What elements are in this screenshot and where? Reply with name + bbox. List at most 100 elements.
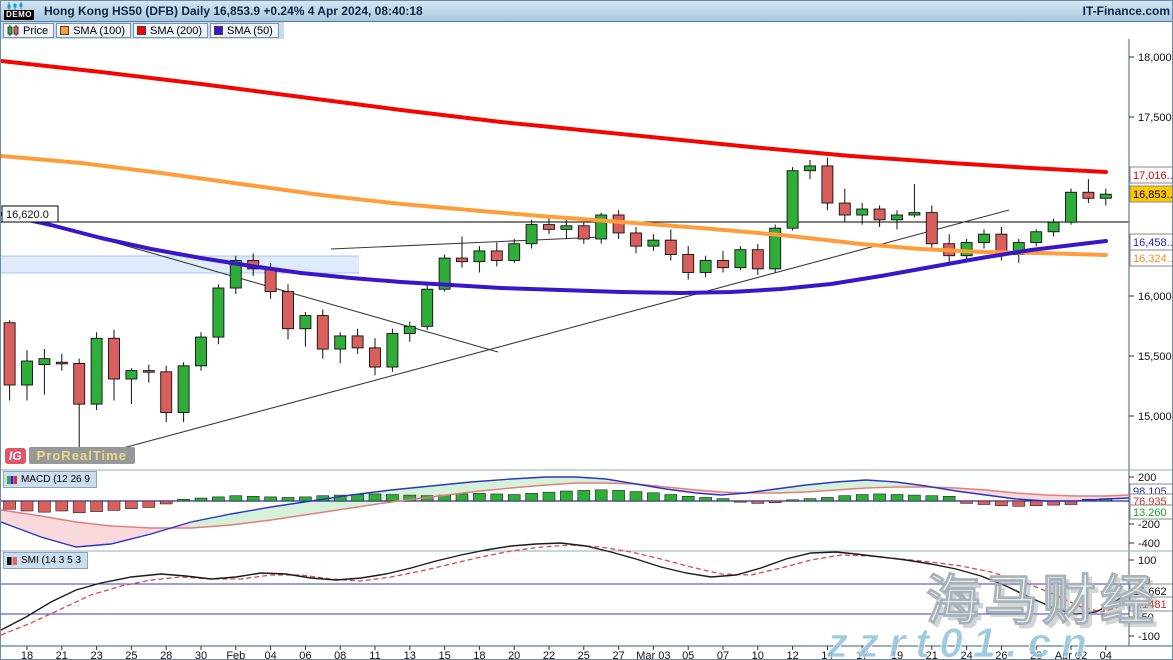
smi-line: [1, 542, 1130, 631]
candle: [891, 214, 903, 221]
candle: [177, 365, 190, 413]
candle: [386, 333, 399, 368]
sma-50-line[interactable]: [1, 212, 1108, 295]
candle: [734, 249, 747, 269]
macd-histogram-bar: [351, 494, 364, 502]
macd-histogram-bar: [299, 496, 312, 502]
trendline[interactable]: [330, 236, 603, 250]
candle: [821, 165, 834, 204]
price-tag-box: [1129, 185, 1172, 203]
date-axis-tick-label: 24: [960, 650, 972, 660]
date-axis-tick-label: 20: [508, 650, 520, 660]
macd-histogram-bar: [855, 494, 869, 502]
legend-sma100-label: SMA (100): [73, 24, 126, 37]
price-tag-text: 16,458..: [1133, 237, 1173, 249]
candle: [647, 239, 660, 247]
macd-axis-tick-label: -400: [1138, 538, 1160, 550]
candle: [543, 224, 555, 230]
macd-histogram-bar: [786, 499, 799, 502]
candle: [438, 257, 451, 290]
smi-pane-label[interactable]: SMI (14 3 5 3: [3, 552, 89, 569]
price-axis-tick-label: 17,500: [1138, 112, 1172, 124]
candle: [456, 257, 468, 263]
date-axis-tick-label: 18: [473, 650, 485, 660]
candle: [786, 170, 799, 229]
macd-histogram-bar: [734, 500, 747, 503]
candle: [978, 233, 990, 243]
candle: [212, 287, 225, 338]
demo-label: DEMO: [4, 10, 34, 20]
price-axis[interactable]: 18,00017,50017,00016,50016,00015,50015,0…: [1128, 39, 1173, 646]
candle: [160, 371, 173, 413]
date-axis-tick-label: 26: [995, 650, 1007, 660]
macd-histogram-bar: [681, 495, 695, 502]
macd-histogram-bar: [838, 495, 852, 502]
macd-histogram-bar: [751, 500, 765, 504]
candle: [1065, 191, 1077, 223]
macd-histogram-bar: [977, 500, 991, 505]
macd-histogram-bar: [960, 500, 973, 504]
smi-tag-box: [1129, 596, 1172, 612]
candle: [421, 288, 434, 327]
macd-axis-tick-label: 200: [1138, 472, 1156, 484]
macd-histogram-bar: [942, 495, 956, 502]
prorealtime-logo[interactable]: IG ProRealTime: [5, 447, 135, 464]
legend-sma50-label: SMA (50): [227, 24, 273, 37]
smi-axis-tick-label: 100: [1138, 555, 1156, 567]
candle: [142, 370, 155, 373]
legend-chip-sma100[interactable]: SMA (100): [56, 23, 132, 38]
date-axis[interactable]: 18 21 23 25 28 30 Feb 04 06 08 11 13 15 18 20 22 25 27 Mar…: [1, 645, 1173, 660]
candle: [595, 214, 608, 240]
candle: [316, 315, 329, 350]
macd-tag-box: [1129, 504, 1172, 520]
macd-pane-label[interactable]: MACD (12 26 9: [3, 471, 97, 488]
candle: [838, 202, 851, 216]
date-axis-tick-label: 28: [1030, 650, 1042, 660]
legend-chip-price[interactable]: Price: [3, 23, 55, 38]
price-axis-tick-label: 16,000: [1138, 291, 1172, 303]
macd-histogram-bar: [125, 500, 138, 509]
macd-histogram-bar: [873, 493, 886, 502]
macd-histogram-bar: [925, 495, 939, 502]
macd-histogram-bar: [490, 493, 504, 502]
macd-histogram-bar: [577, 490, 591, 502]
macd-histogram-bar: [1012, 500, 1026, 507]
date-axis-tick-label: 21: [56, 650, 68, 660]
chart-canvas[interactable]: 16,620.018,00017,50017,00016,50016,00015…: [1, 39, 1173, 660]
candle: [3, 322, 16, 386]
date-axis-tick-label: 14: [821, 650, 833, 660]
it-finance-link[interactable]: IT-Finance.com: [1082, 4, 1170, 18]
watermark-url-text: zzrt01.cn: [826, 619, 1097, 660]
smi-label-text: SMI (14 3 5 3: [21, 555, 82, 566]
candle: [73, 362, 86, 405]
macd-histogram-bar: [507, 494, 521, 502]
sma-200-line[interactable]: [1, 59, 1108, 174]
candle: [125, 370, 138, 380]
macd-histogram-bar: [473, 493, 486, 502]
macd-histogram-bar: [3, 500, 16, 510]
main-price-pane[interactable]: 16,620.0: [1, 59, 1129, 463]
sma50-swatch-icon: [214, 26, 223, 35]
macd-histogram-bar: [90, 500, 103, 512]
sma100-swatch-icon: [60, 26, 70, 35]
candle: [717, 260, 729, 269]
ig-logo: IG: [5, 447, 26, 464]
macd-histogram-bar: [647, 492, 660, 502]
legend-chip-sma200[interactable]: SMA (200): [133, 23, 208, 38]
legend-chip-sma50[interactable]: SMA (50): [210, 23, 279, 38]
title-bar: DEMO Hong Kong HS50 (DFB) Daily 16,853.9…: [1, 1, 1172, 22]
candle: [334, 335, 347, 350]
macd-histogram-bar: [525, 493, 538, 502]
candle: [1099, 193, 1112, 199]
candle: [90, 337, 103, 405]
smi-axis-tick-label: -100: [1138, 631, 1160, 643]
sma-100-line[interactable]: [1, 154, 1108, 257]
candle: [1030, 231, 1043, 243]
trendline[interactable]: [70, 209, 1010, 463]
date-axis-tick-label: 17: [856, 650, 868, 660]
date-axis-tick-label: 06: [299, 650, 311, 660]
